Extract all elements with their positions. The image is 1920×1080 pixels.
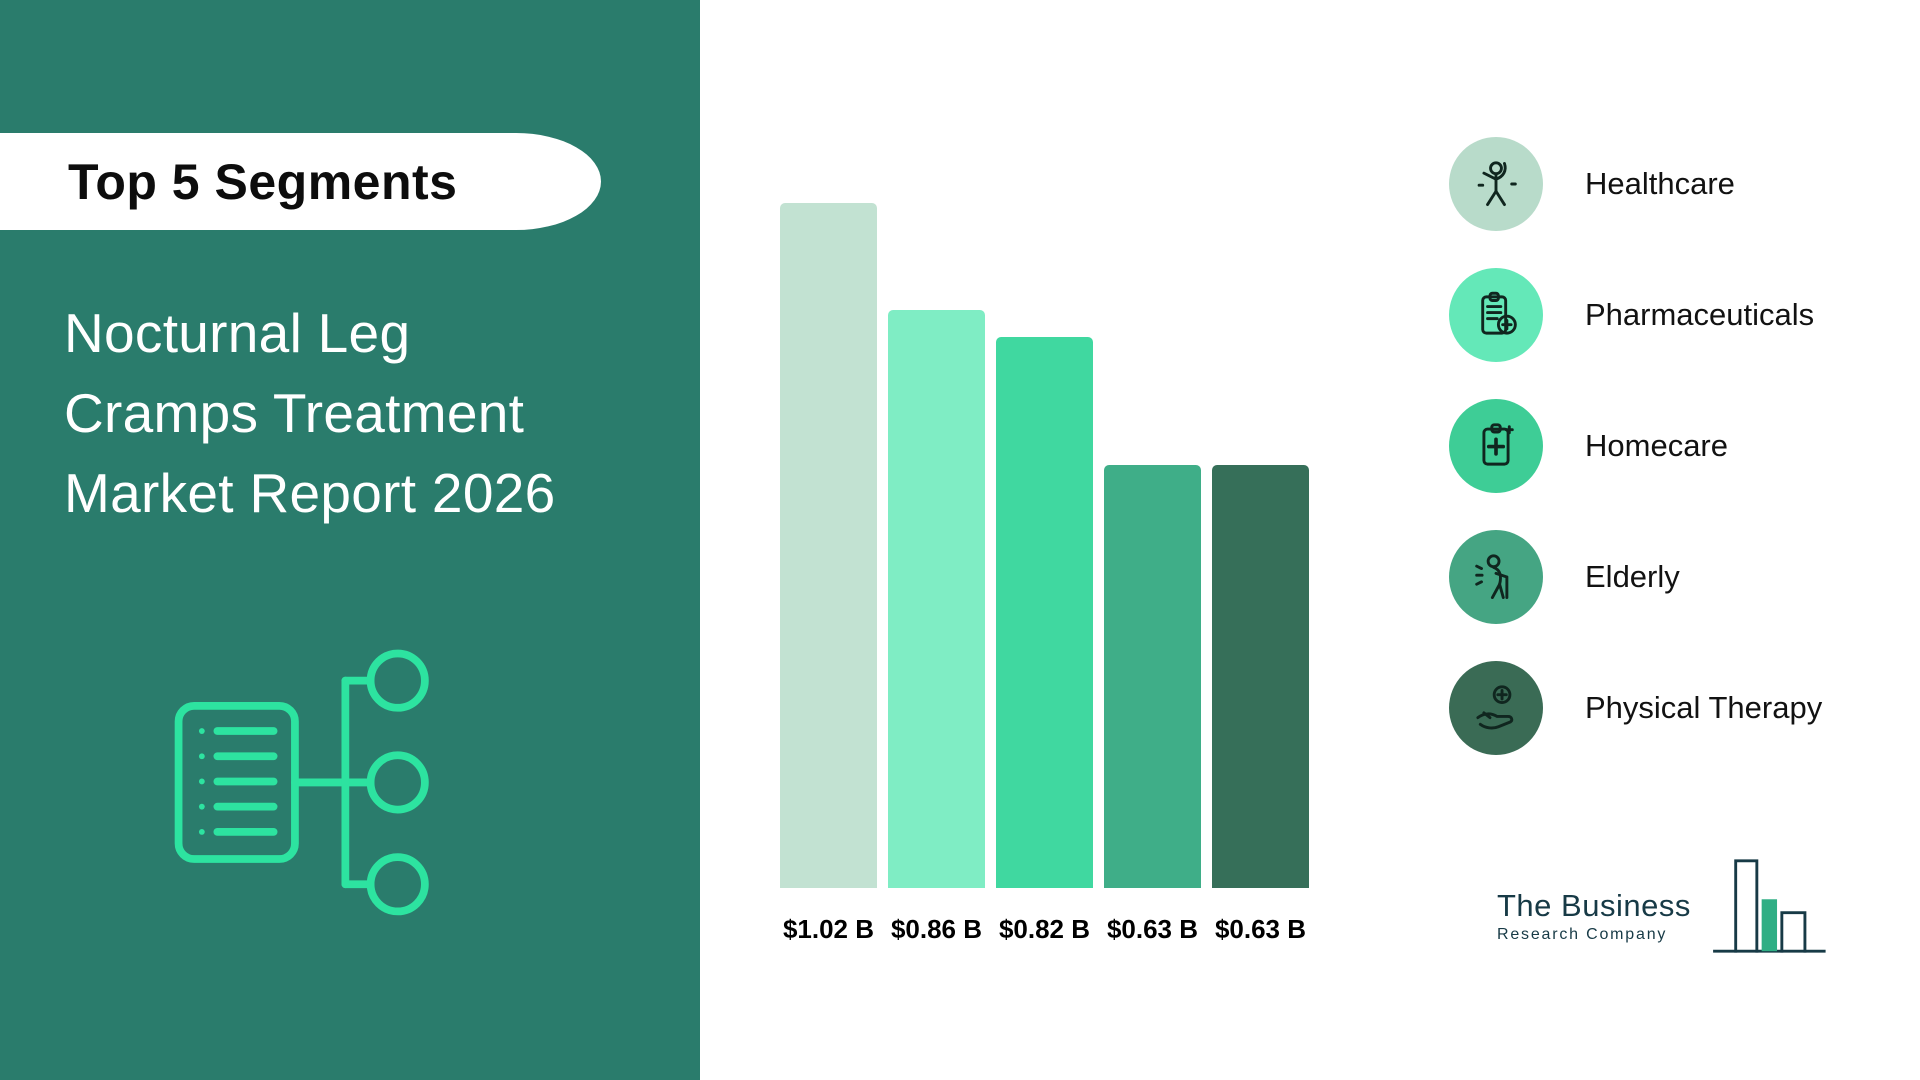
bar-value-label: $0.82 B (998, 914, 1091, 944)
company-logo: The Business Research Company (1497, 852, 1828, 960)
person-stretching-icon (1449, 137, 1543, 231)
left-panel: Top 5 Segments Nocturnal Leg Cramps Trea… (0, 0, 700, 1080)
bar-pharmaceuticals (888, 310, 985, 888)
legend-label: Elderly (1585, 559, 1680, 594)
bar-value-label: $0.63 B (1106, 914, 1199, 944)
badge-pill: Top 5 Segments (0, 133, 601, 230)
title-line-1: Nocturnal Leg (64, 302, 411, 364)
bar-elderly (1104, 465, 1201, 888)
legend-label: Homecare (1585, 428, 1728, 463)
bar-value-label: $1.02 B (782, 914, 875, 944)
title-line-2: Cramps Treatment (64, 382, 525, 444)
elderly-person-icon (1449, 530, 1543, 624)
company-logo-text: The Business Research Company (1497, 888, 1691, 944)
legend-item-pharmaceuticals: Pharmaceuticals (1449, 268, 1822, 362)
legend-item-homecare: Homecare (1449, 399, 1822, 493)
legend-item-physical-therapy: Physical Therapy (1449, 661, 1822, 755)
bar-group (780, 203, 1309, 888)
logo-subname: Research Company (1497, 926, 1668, 943)
bar-value-label: $0.86 B (890, 914, 983, 944)
legend-label: Healthcare (1585, 166, 1735, 201)
bar-homecare (996, 337, 1093, 888)
legend-item-elderly: Elderly (1449, 530, 1822, 624)
bar-chart-logo-icon (1703, 852, 1828, 960)
bar-healthcare (780, 203, 877, 888)
bar-labels: $1.02 B $0.86 B $0.82 B $0.63 B $0.63 B (780, 914, 1309, 945)
badge-label: Top 5 Segments (68, 153, 458, 210)
logo-name: The Business (1497, 888, 1691, 923)
legend-item-healthcare: Healthcare (1449, 137, 1822, 231)
bar-value-label: $0.63 B (1214, 914, 1307, 944)
clipboard-medical-icon (1449, 268, 1543, 362)
legend-label: Physical Therapy (1585, 690, 1823, 725)
hand-cross-icon (1449, 661, 1543, 755)
bar-chart: $1.02 B $0.86 B $0.82 B $0.63 B $0.63 B (780, 203, 1309, 945)
legend: Healthcare Pharmaceuticals Homecare Elderly… (1449, 137, 1822, 755)
report-title: Nocturnal Leg Cramps Treatment Market Re… (64, 293, 555, 533)
title-line-3: Market Report 2026 (64, 462, 556, 524)
bar-physical-therapy (1212, 465, 1309, 888)
clipboard-cross-icon (1449, 399, 1543, 493)
segments-diagram-icon (165, 628, 485, 933)
legend-label: Pharmaceuticals (1585, 297, 1815, 332)
